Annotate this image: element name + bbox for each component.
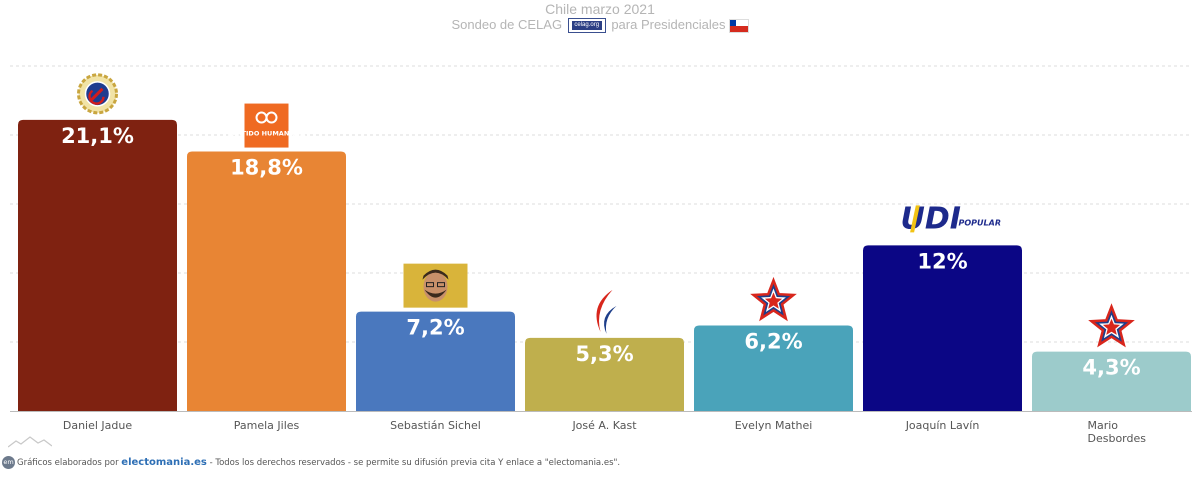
footer: em Gráficos elaborados por electomania.e… — [0, 455, 1200, 471]
flame-icon — [596, 289, 617, 334]
footer-prefix: Gráficos elaborados por — [17, 458, 119, 468]
category-label-line: Desbordes — [1088, 432, 1147, 445]
value-label: 21,1% — [61, 124, 134, 148]
category-label: Sebastián Sichel — [390, 419, 481, 432]
value-label: 4,3% — [1082, 356, 1140, 380]
candidate-photo — [403, 263, 468, 308]
value-label: 18,8% — [230, 156, 303, 180]
chile-flag-icon — [728, 18, 749, 33]
bar-6 — [863, 245, 1022, 411]
celag-logo-text: celag.org — [571, 21, 602, 31]
category-label-line: Daniel Jadue — [63, 419, 132, 432]
category-label-line: Sebastián Sichel — [390, 419, 481, 432]
category-label-line: José A. Kast — [571, 419, 637, 432]
bar-3 — [356, 311, 515, 411]
star-icon — [1088, 303, 1135, 348]
bar-7 — [1032, 351, 1191, 411]
partido-humanista-text: PARTIDO HUMANISTA — [228, 130, 306, 138]
bar-5 — [694, 325, 853, 411]
footer-suffix: - Todos los derechos reservados - se per… — [209, 458, 621, 468]
udi-logo-text: UDI — [901, 201, 961, 236]
chart-title: Chile marzo 2021 — [545, 1, 655, 17]
bar-4 — [525, 337, 684, 411]
partido-humanista-logo: PARTIDO HUMANISTA — [228, 103, 306, 148]
electomania-logo: em — [2, 456, 15, 469]
value-label: 5,3% — [575, 342, 633, 366]
bar-2 — [187, 151, 346, 411]
category-label-line: Joaquín Lavín — [905, 419, 980, 432]
category-label: Evelyn Mathei — [735, 419, 813, 432]
category-label: Joaquín Lavín — [905, 419, 980, 432]
category-label: Mario Desbordes — [1088, 419, 1147, 445]
category-label-line: Evelyn Mathei — [735, 419, 813, 432]
footer-brand-link[interactable]: electomania.es — [121, 457, 207, 468]
bar-1 — [18, 119, 177, 411]
chart-subtitle: Sondeo de CELAG celag.org para Presidenc… — [0, 17, 1200, 34]
celag-logo: celag.org — [567, 18, 606, 34]
labels: 21,1% Daniel Jadue 18,8% Pamela Jiles 7,2% Se… — [61, 124, 1146, 445]
subtitle-text-after: para Presidenciales — [611, 17, 726, 32]
value-label: 6,2% — [744, 329, 802, 353]
category-label-line: Pamela Jiles — [234, 419, 300, 432]
category-label: José A. Kast — [571, 419, 637, 432]
star-icon — [750, 276, 797, 322]
value-label: 12% — [917, 249, 967, 273]
hammer-sickle-icon — [77, 73, 118, 115]
udi-logo-sub: POPULAR — [959, 218, 1001, 227]
category-label: Daniel Jadue — [63, 419, 132, 432]
mountain-icon — [8, 436, 52, 448]
category-label-line: Mario — [1088, 419, 1119, 432]
value-label: 7,2% — [406, 316, 464, 340]
bars — [18, 119, 1191, 411]
subtitle-text-before: Sondeo de CELAG — [451, 17, 563, 32]
category-label: Pamela Jiles — [234, 419, 300, 432]
